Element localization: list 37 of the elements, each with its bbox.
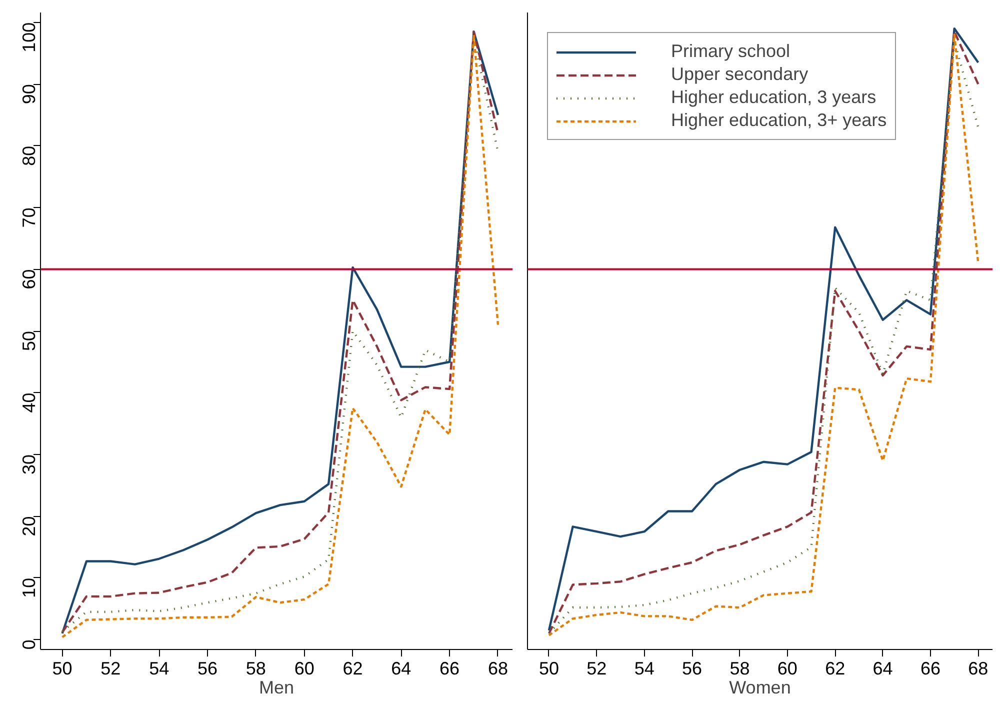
y-tick-label: 100	[19, 22, 39, 52]
y-tick-label: 60	[19, 269, 39, 290]
legend-label: Higher education, 3+ years	[671, 110, 887, 131]
legend-label: Upper secondary	[671, 64, 808, 85]
y-tick-label: 10	[19, 578, 39, 598]
y-tick-label: 20	[19, 516, 39, 536]
x-tick-label: 60	[294, 658, 314, 678]
x-tick-label: 50	[52, 658, 72, 678]
x-tick-label: 64	[872, 658, 893, 678]
x-tick-label: 58	[730, 658, 750, 678]
legend-label: Primary school	[671, 41, 790, 62]
x-axis-title: Women	[729, 678, 791, 698]
x-tick-label: 62	[825, 658, 846, 678]
x-tick-label: 56	[682, 658, 702, 678]
y-tick-label: 40	[19, 392, 39, 413]
x-tick-label: 64	[391, 658, 412, 678]
x-tick-label: 50	[538, 658, 559, 678]
y-tick-label: 50	[19, 330, 39, 352]
x-tick-label: 56	[198, 658, 218, 678]
x-tick-label: 68	[488, 658, 508, 678]
y-tick-label: 80	[19, 146, 39, 166]
y-tick-label: 0	[19, 640, 39, 650]
y-tick-label: 90	[19, 84, 39, 104]
x-axis-title: Men	[258, 678, 294, 698]
y-tick-label: 30	[19, 454, 39, 474]
x-tick-label: 68	[968, 658, 988, 678]
x-tick-label: 54	[634, 658, 654, 678]
x-tick-label: 58	[246, 658, 266, 678]
x-tick-label: 62	[342, 658, 363, 678]
x-tick-label: 52	[100, 658, 121, 678]
y-tick-label: 70	[19, 208, 39, 228]
x-tick-label: 60	[777, 658, 798, 678]
legend-label: Higher education, 3 years	[671, 87, 876, 108]
x-tick-label: 54	[149, 658, 170, 678]
x-tick-label: 66	[920, 658, 941, 678]
x-tick-label: 52	[586, 658, 607, 678]
x-tick-label: 66	[440, 658, 460, 678]
